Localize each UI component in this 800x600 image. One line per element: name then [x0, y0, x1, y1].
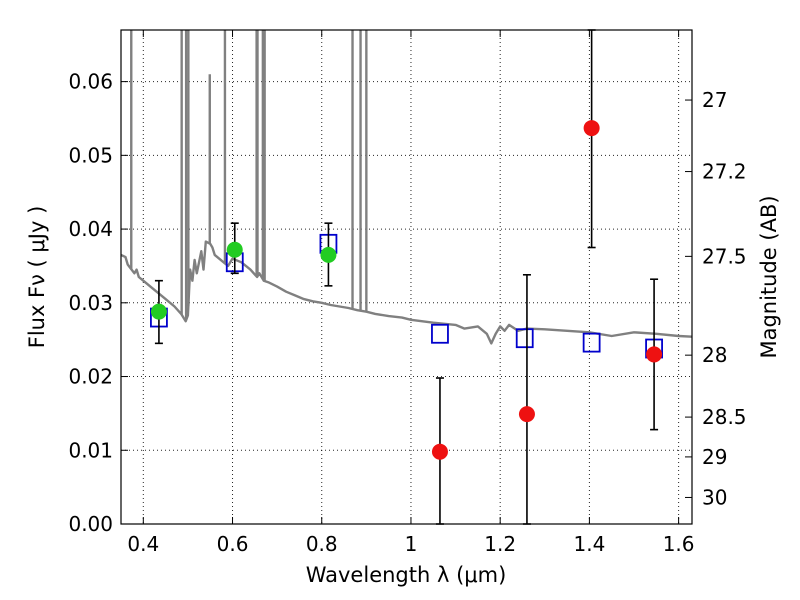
measured-flux-point: [150, 303, 167, 320]
x-tick-label: 1.2: [484, 532, 516, 556]
y-tick-label: 0.05: [68, 143, 113, 167]
measured-flux-point: [646, 346, 663, 363]
axis-ticks: 0.4 0.6 0.8 1 1.2 1.4 1.6 0.00 0.01 0.02 0.03 0.04 0…: [68, 30, 747, 556]
y-axis-label: Flux Fν ( μJy ): [25, 206, 49, 349]
right-tick-label: 30: [702, 485, 727, 509]
x-tick-label: 1.4: [573, 532, 605, 556]
measured-flux-point: [226, 241, 243, 258]
measured-flux-point: [431, 443, 448, 460]
y-tick-label: 0.03: [68, 291, 113, 315]
y-tick-label: 0.06: [68, 70, 113, 94]
right-tick-label: 28: [702, 343, 727, 367]
y-tick-label: 0.01: [68, 438, 113, 462]
right-tick-label: 27.2: [702, 160, 747, 184]
right-axis-label: Magnitude (AB): [757, 195, 781, 358]
model-flux-square: [431, 323, 449, 344]
y-tick-label: 0.02: [68, 365, 113, 389]
right-tick-label: 27.5: [702, 244, 747, 268]
x-tick-label: 0.6: [217, 532, 249, 556]
model-flux-square: [515, 328, 534, 349]
plot-frame: [120, 29, 693, 525]
measured-flux-point: [583, 120, 600, 137]
x-axis-label: Wavelength λ (μm): [306, 563, 507, 587]
measured-flux-point: [320, 246, 337, 263]
x-tick-label: 1: [405, 532, 418, 556]
x-tick-label: 0.8: [306, 532, 338, 556]
y-tick-label: 0.04: [68, 217, 113, 241]
right-tick-label: 29: [702, 445, 727, 469]
grid: [121, 30, 692, 524]
model-spectrum: [120, 30, 693, 345]
y-tick-label: 0.00: [68, 512, 113, 536]
measured-flux-point: [518, 406, 535, 423]
x-tick-label: 0.4: [127, 532, 159, 556]
right-tick-label: 27: [702, 88, 727, 112]
right-tick-label: 28.5: [702, 405, 747, 429]
x-tick-label: 1.6: [663, 532, 695, 556]
model-flux-square: [582, 332, 601, 353]
spectrum-line: [120, 240, 693, 345]
